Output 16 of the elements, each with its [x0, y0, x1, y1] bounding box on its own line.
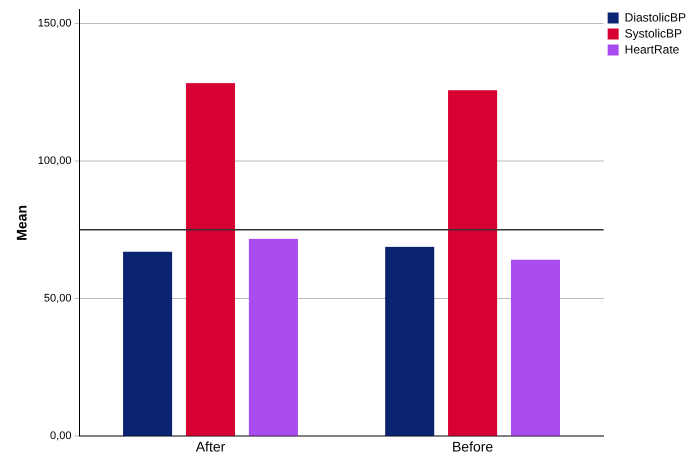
legend-label: DiastolicBP [624, 10, 686, 24]
y-tick-label: 150,00 [38, 17, 72, 30]
bar [448, 90, 498, 436]
y-tick-label: 0,00 [50, 430, 72, 442]
bar [385, 246, 434, 436]
x-tick-label: After [196, 438, 226, 454]
bar [186, 83, 236, 436]
legend-label: SystolicBP [624, 26, 682, 40]
y-tick-label: 50,00 [44, 292, 72, 305]
bar [510, 260, 560, 436]
y-tick-label: 100,00 [38, 155, 72, 168]
legend-label: HeartRate [624, 42, 680, 56]
bar [248, 238, 298, 436]
y-axis-title: Mean [13, 205, 30, 241]
x-tick-label: Before [452, 438, 494, 454]
bar [123, 252, 172, 436]
